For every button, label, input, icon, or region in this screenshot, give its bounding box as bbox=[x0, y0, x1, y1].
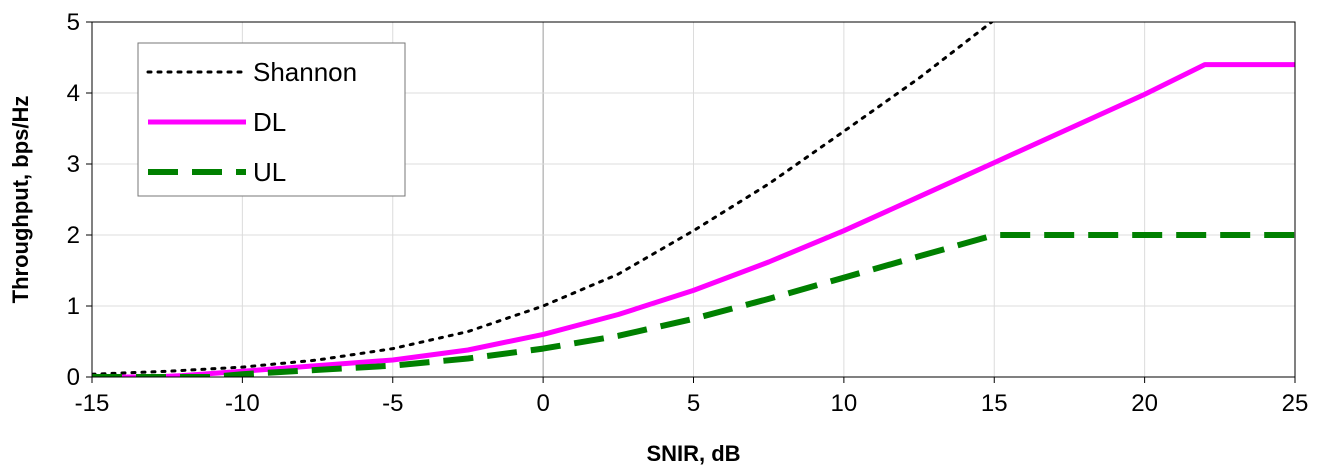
series-line-ul bbox=[92, 232, 1295, 377]
series-line-shannon bbox=[92, 22, 995, 376]
y-axis-label: Throughput, bps/Hz bbox=[8, 96, 33, 304]
y-tick-label-3: 3 bbox=[67, 151, 80, 178]
x-tick-label-2: -5 bbox=[382, 390, 403, 417]
x-tick-label-8: 25 bbox=[1282, 390, 1309, 417]
tick-labels: -15 -10 -5 0 5 10 15 20 25 0 1 2 3 4 5 bbox=[67, 9, 1309, 417]
x-tick-label-5: 10 bbox=[831, 390, 858, 417]
x-tick-label-0: -15 bbox=[75, 390, 110, 417]
legend-label-ul: UL bbox=[253, 157, 286, 187]
legend: Shannon DL UL bbox=[137, 42, 406, 197]
legend-label-dl: DL bbox=[253, 107, 286, 137]
x-tick-label-6: 15 bbox=[981, 390, 1008, 417]
x-tick-label-4: 5 bbox=[687, 390, 700, 417]
x-tick-label-7: 20 bbox=[1131, 390, 1158, 417]
x-tick-label-1: -10 bbox=[225, 390, 260, 417]
series-line-dl bbox=[92, 62, 1295, 377]
y-tick-label-2: 2 bbox=[67, 222, 80, 249]
y-tick-label-4: 4 bbox=[67, 80, 80, 107]
x-tick-label-3: 0 bbox=[536, 390, 549, 417]
y-tick-label-0: 0 bbox=[67, 364, 80, 391]
y-tick-label-5: 5 bbox=[67, 9, 80, 36]
y-tick-label-1: 1 bbox=[67, 293, 80, 320]
x-axis-label: SNIR, dB bbox=[646, 441, 740, 466]
legend-label-shannon: Shannon bbox=[253, 57, 357, 87]
series-lines bbox=[92, 22, 1295, 377]
